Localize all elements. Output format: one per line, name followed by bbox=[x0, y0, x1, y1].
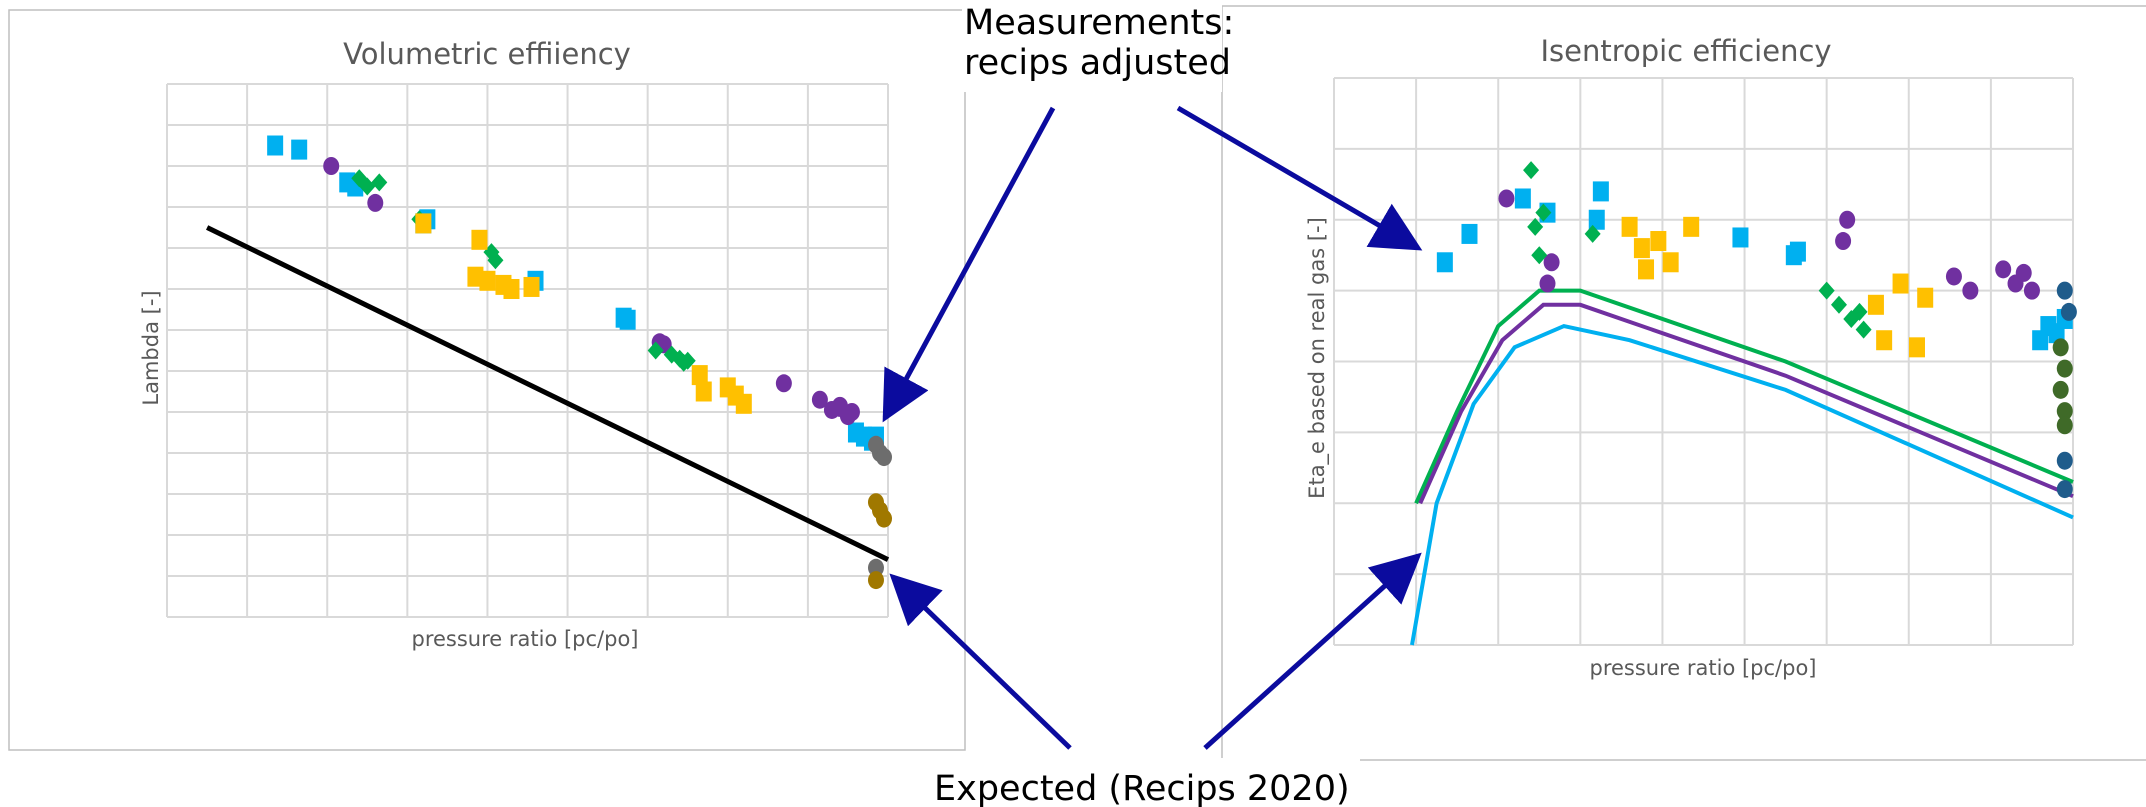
volumetric-chart-title: Volumetric effiiency bbox=[343, 37, 631, 71]
volumetric-point-square bbox=[479, 270, 496, 291]
isentropic-point-square bbox=[1621, 216, 1638, 237]
volumetric-point-diamond bbox=[647, 341, 664, 360]
isentropic-point-square bbox=[1514, 188, 1531, 209]
volumetric-point-circle bbox=[323, 157, 340, 175]
isentropic-plot-area bbox=[1410, 161, 2077, 646]
volumetric-gridlines bbox=[166, 83, 889, 618]
isentropic-point-square bbox=[1662, 252, 1679, 273]
isentropic-point-circle bbox=[1945, 267, 1962, 286]
annotation-measurements-line2: recips adjusted bbox=[964, 43, 1231, 83]
isentropic-point-circle bbox=[2056, 281, 2073, 300]
isentropic-point-circle bbox=[2023, 281, 2040, 300]
volumetric-point-circle bbox=[875, 448, 892, 467]
isentropic-point-square bbox=[1789, 241, 1806, 262]
arrow-expected-right bbox=[1203, 552, 1422, 750]
volumetric-point-circle bbox=[875, 509, 892, 528]
volumetric-plot-area bbox=[206, 135, 892, 590]
volumetric-point-diamond bbox=[371, 173, 388, 192]
isentropic-expected-line bbox=[1418, 302, 2074, 505]
volumetric-point-square bbox=[291, 139, 308, 160]
isentropic-point-circle bbox=[2056, 359, 2073, 378]
volumetric-point-square bbox=[695, 381, 712, 402]
isentropic-chart-title: Isentropic efficiency bbox=[1540, 34, 1831, 68]
isentropic-point-diamond bbox=[1830, 295, 1847, 314]
isentropic-point-diamond bbox=[1584, 224, 1601, 243]
isentropic-point-square bbox=[1592, 181, 1609, 202]
isentropic-point-circle bbox=[2056, 416, 2073, 435]
annotation-measurements-line1: Measurements: bbox=[964, 3, 1234, 43]
isentropic-point-circle bbox=[1995, 260, 2012, 279]
isentropic-expected-line bbox=[1414, 288, 2074, 505]
isentropic-point-square bbox=[1436, 252, 1453, 273]
isentropic-point-square bbox=[1650, 231, 1667, 252]
volumetric-point-square bbox=[503, 279, 520, 299]
isentropic-point-square bbox=[1876, 330, 1893, 351]
isentropic-point-circle bbox=[2015, 263, 2032, 282]
isentropic-point-square bbox=[1633, 238, 1650, 259]
annotation-top-bg bbox=[962, 0, 1222, 92]
isentropic-point-square bbox=[1683, 216, 1700, 237]
volumetric-point-square bbox=[471, 229, 488, 250]
isentropic-point-diamond bbox=[1531, 246, 1548, 265]
volumetric-point-square bbox=[619, 309, 636, 330]
isentropic-point-circle bbox=[1498, 189, 1515, 208]
isentropic-point-square bbox=[1588, 209, 1605, 230]
isentropic-point-diamond bbox=[1527, 217, 1544, 236]
volumetric-x-axis-label: pressure ratio [pc/po] bbox=[412, 627, 639, 651]
isentropic-expected-line bbox=[1410, 324, 2074, 646]
isentropic-point-circle bbox=[2056, 402, 2073, 421]
arrow-measurements-right bbox=[1176, 105, 1423, 251]
isentropic-x-axis-label: pressure ratio [pc/po] bbox=[1590, 656, 1817, 680]
isentropic-point-square bbox=[1892, 273, 1909, 294]
isentropic-point-diamond bbox=[1535, 203, 1552, 222]
isentropic-point-circle bbox=[1839, 210, 1856, 229]
isentropic-point-square bbox=[1917, 287, 1934, 308]
isentropic-point-diamond bbox=[1855, 320, 1872, 339]
isentropic-gridlines bbox=[1333, 77, 2074, 646]
volumetric-point-circle bbox=[843, 403, 860, 421]
isentropic-point-square bbox=[1732, 227, 1749, 248]
isentropic-chart-frame bbox=[1221, 5, 2146, 761]
volumetric-point-circle bbox=[775, 374, 792, 393]
volumetric-point-circle bbox=[831, 398, 848, 417]
volumetric-point-square bbox=[467, 266, 484, 287]
isentropic-point-circle bbox=[2060, 302, 2077, 321]
volumetric-point-square bbox=[735, 393, 752, 414]
volumetric-point-circle bbox=[811, 390, 828, 409]
volumetric-point-square bbox=[267, 135, 284, 156]
volumetric-point-diamond bbox=[359, 177, 376, 196]
volumetric-expected-line bbox=[206, 225, 890, 562]
isentropic-point-square bbox=[1867, 294, 1884, 315]
volumetric-point-square bbox=[523, 276, 540, 297]
volumetric-point-circle bbox=[367, 193, 384, 212]
isentropic-point-circle bbox=[1962, 281, 1979, 300]
annotation-expected: Expected (Recips 2020) bbox=[934, 769, 1350, 807]
isentropic-point-diamond bbox=[1851, 302, 1868, 321]
isentropic-point-circle bbox=[1835, 232, 1852, 251]
volumetric-point-square bbox=[415, 213, 432, 234]
annotation-arrows bbox=[882, 105, 1423, 750]
annotation-bottom-bg bbox=[920, 758, 1360, 807]
arrow-measurements-left bbox=[882, 106, 1056, 423]
isentropic-point-diamond bbox=[1523, 161, 1540, 180]
isentropic-point-circle bbox=[1543, 253, 1560, 272]
isentropic-point-circle bbox=[2056, 451, 2073, 470]
isentropic-point-circle bbox=[1539, 274, 1556, 293]
volumetric-point-square bbox=[691, 365, 708, 386]
volumetric-point-diamond bbox=[487, 251, 504, 270]
isentropic-point-circle bbox=[2056, 480, 2073, 499]
isentropic-point-diamond bbox=[1818, 281, 1835, 300]
arrow-expected-left bbox=[889, 573, 1072, 750]
volumetric-point-circle bbox=[867, 558, 884, 577]
isentropic-point-square bbox=[1638, 259, 1655, 280]
isentropic-point-square bbox=[1461, 223, 1478, 244]
volumetric-y-axis-label: Lambda [-] bbox=[139, 290, 163, 405]
isentropic-point-circle bbox=[2052, 380, 2069, 399]
volumetric-point-circle bbox=[867, 571, 884, 590]
volumetric-point-diamond bbox=[679, 351, 696, 370]
isentropic-point-square bbox=[1908, 337, 1925, 358]
isentropic-y-axis-label: Eta_e based on real gas [-] bbox=[1305, 217, 1330, 499]
isentropic-point-circle bbox=[2052, 338, 2069, 357]
